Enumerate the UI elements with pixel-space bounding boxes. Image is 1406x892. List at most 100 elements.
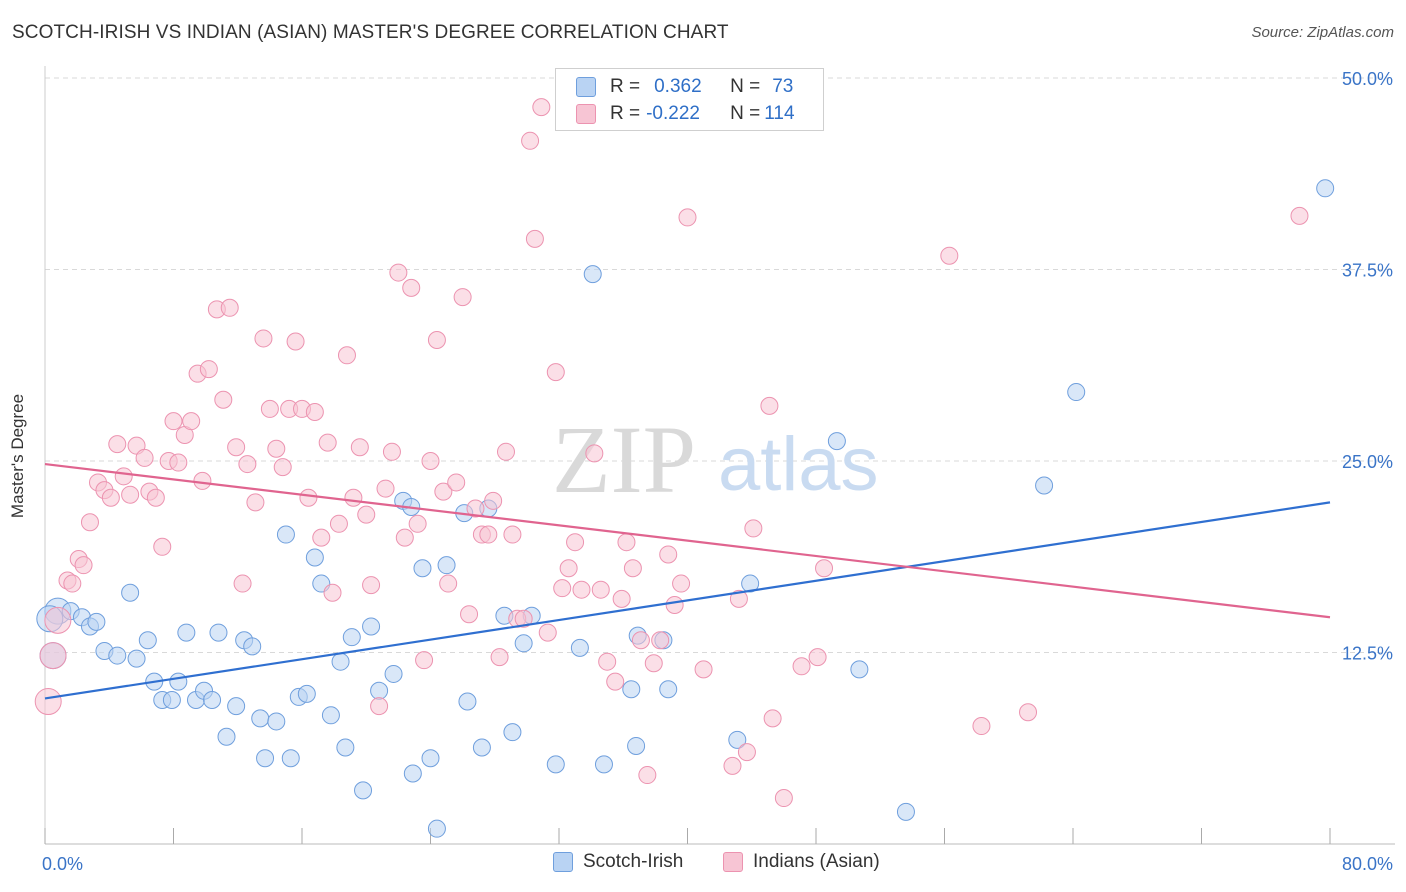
scotch-irish-point <box>227 697 246 716</box>
indians-asian-point <box>659 545 678 564</box>
y-tick-label: 12.5% <box>1342 644 1393 664</box>
indians-asian-point <box>612 589 631 608</box>
indians-asian-point <box>723 756 742 775</box>
indians-asian-point <box>665 596 684 615</box>
scotch-irish-point <box>427 819 446 838</box>
indians-asian-point <box>415 651 434 670</box>
indians-asian-point <box>672 574 691 593</box>
legend-r-value: 0.362 <box>654 76 702 97</box>
bottom-legend-scotch-irish: Scotch-Irish <box>553 851 683 873</box>
indians-asian-point <box>585 444 604 463</box>
indians-asian-point <box>305 402 324 421</box>
indians-asian-point <box>74 556 93 575</box>
legend-n-value: 114 <box>764 103 795 124</box>
legend-swatch-blue <box>576 77 596 97</box>
scotch-irish-point <box>546 755 565 774</box>
bottom-legend-swatch-blue <box>553 852 573 872</box>
scotch-irish-trend-line <box>44 501 1331 700</box>
indians-asian-point <box>101 488 120 507</box>
scotch-irish-point <box>203 690 222 709</box>
indians-asian-point <box>792 657 811 676</box>
indians-asian-point <box>362 576 381 595</box>
scotch-irish-point <box>437 556 456 575</box>
indians-asian-point <box>267 439 286 458</box>
indians-asian-point <box>260 399 279 418</box>
scotch-irish-point <box>209 623 228 642</box>
indians-asian-point <box>114 467 133 486</box>
scotch-irish-point <box>127 649 146 668</box>
legend-row-indians-asian: R = -0.222 N = 114 <box>576 102 795 126</box>
scotch-irish-point <box>321 706 340 725</box>
indians-asian-point <box>644 654 663 673</box>
watermark-atlas: atlas <box>718 422 879 507</box>
scotch-irish-point <box>336 738 355 757</box>
indians-asian-point <box>572 580 591 599</box>
indians-asian-point <box>763 709 782 728</box>
scotch-irish-point <box>362 617 381 636</box>
indians-asian-point <box>246 493 265 512</box>
indians-asian-point <box>299 488 318 507</box>
indians-asian-point <box>651 631 670 650</box>
scotch-irish-point <box>256 749 275 768</box>
indians-asian-point <box>34 688 62 716</box>
scotch-irish-point <box>87 612 106 631</box>
indians-asian-point <box>357 505 376 524</box>
indians-asian-trend-line <box>44 462 1331 619</box>
watermark: ZIP atlas <box>552 406 879 513</box>
bottom-legend-indians-asian: Indians (Asian) <box>723 851 880 873</box>
indians-asian-point <box>694 660 713 679</box>
indians-asian-point <box>227 438 246 457</box>
indians-asian-point <box>427 330 446 349</box>
scotch-irish-point <box>458 692 477 711</box>
indians-asian-point <box>199 360 218 379</box>
indians-asian-point <box>389 263 408 282</box>
y-tick-label: 50.0% <box>1342 69 1393 89</box>
bottom-legend-label: Scotch-Irish <box>583 851 684 872</box>
correlation-legend: R = 0.362 N = 73 R = -0.222 N = 114 <box>555 68 824 131</box>
indians-asian-point <box>447 473 466 492</box>
bottom-legend-swatch-pink <box>723 852 743 872</box>
scotch-irish-point <box>138 631 157 650</box>
indians-asian-point <box>972 717 991 736</box>
source-credit: Source: ZipAtlas.com <box>1251 24 1394 41</box>
scotch-irish-point <box>403 764 422 783</box>
indians-asian-point <box>108 435 127 454</box>
indians-asian-point <box>408 514 427 533</box>
y-axis-label: Master's Degree <box>8 393 27 519</box>
indians-asian-point <box>329 514 348 533</box>
scotch-irish-point <box>896 802 915 821</box>
indians-asian-point <box>815 559 834 578</box>
indians-asian-point <box>169 453 188 472</box>
indians-asian-point <box>44 606 72 634</box>
indians-asian-point <box>395 528 414 547</box>
scotch-irish-point <box>627 736 646 755</box>
indians-asian-point <box>286 332 305 351</box>
indians-asian-point <box>466 499 485 518</box>
x-tick-label-min: 0.0% <box>42 854 83 874</box>
indians-asian-point <box>238 455 257 474</box>
scotch-irish-point <box>583 265 602 284</box>
watermark-zip: ZIP <box>552 406 696 513</box>
indians-asian-point <box>337 346 356 365</box>
indians-asian-point <box>546 363 565 382</box>
indians-asian-point <box>525 229 544 248</box>
indians-asian-point <box>344 488 363 507</box>
indians-asian-point <box>421 452 440 470</box>
indians-asian-point <box>382 442 401 461</box>
indians-asian-point <box>729 589 748 608</box>
indians-asian-point <box>566 533 585 552</box>
indians-asian-point <box>153 537 172 556</box>
indians-asian-point <box>623 559 642 578</box>
indians-asian-point <box>439 574 458 593</box>
indians-asian-point <box>760 396 779 415</box>
legend-r-label: R = <box>610 76 641 97</box>
indians-asian-point <box>182 412 201 431</box>
scotch-irish-point <box>354 781 373 800</box>
indians-asian-point <box>370 697 389 716</box>
scotch-irish-point <box>570 638 589 657</box>
indians-asian-point <box>146 488 165 507</box>
indians-asian-point <box>617 533 636 552</box>
indians-asian-point <box>350 438 369 457</box>
scotch-irish-point <box>243 637 262 656</box>
